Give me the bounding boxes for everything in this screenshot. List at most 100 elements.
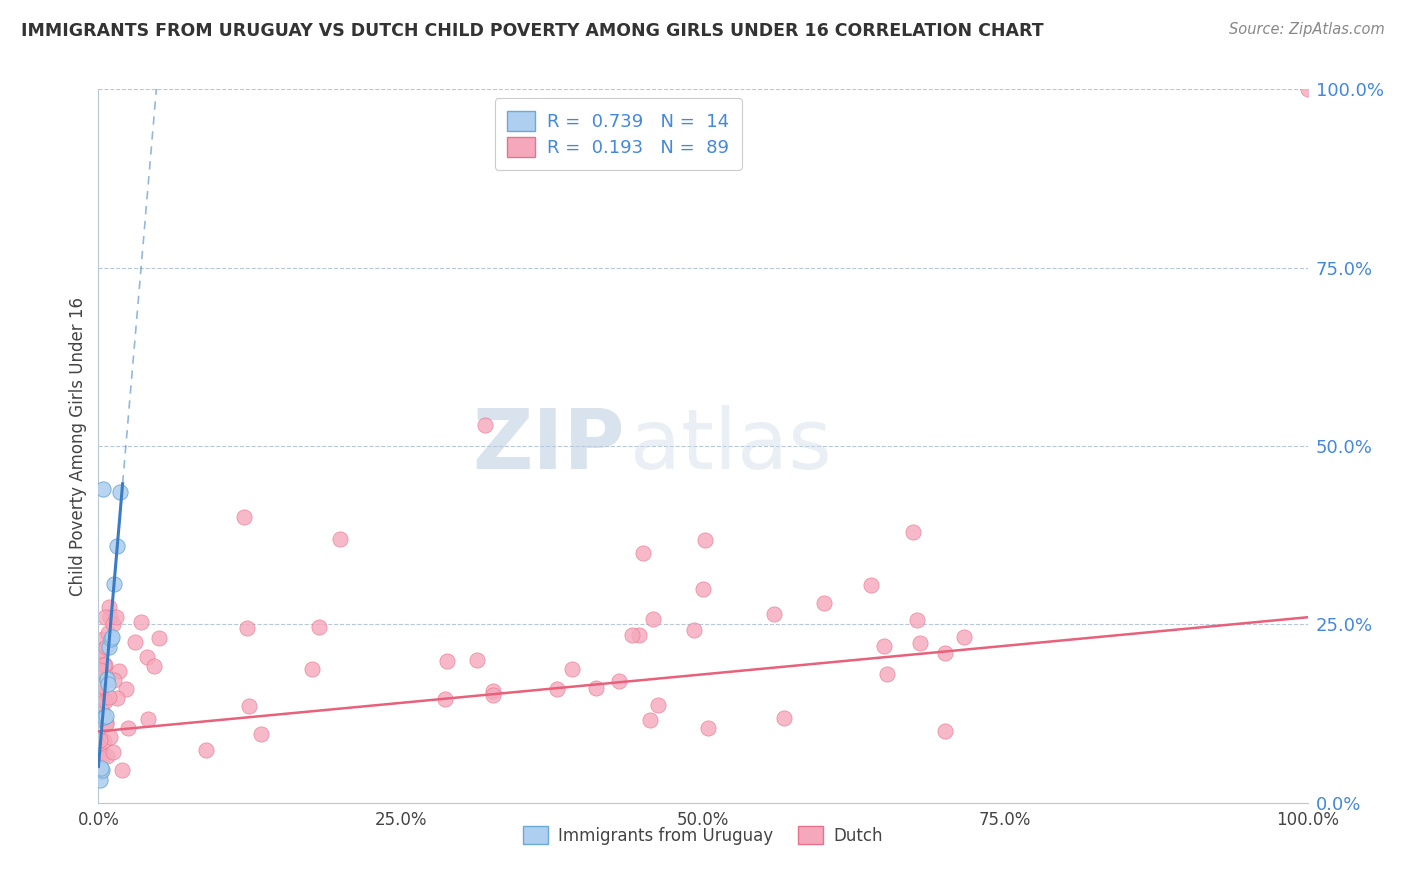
Point xyxy=(546,681,568,696)
Point xyxy=(97,690,120,704)
Point xyxy=(910,636,932,650)
Point xyxy=(482,688,505,702)
Point xyxy=(143,658,166,673)
Point xyxy=(481,684,503,698)
Point xyxy=(89,762,111,776)
Point xyxy=(94,716,117,731)
Point xyxy=(100,630,122,644)
Point xyxy=(474,417,496,432)
Point xyxy=(953,630,976,644)
Point xyxy=(873,639,896,653)
Point xyxy=(94,640,117,654)
Point xyxy=(90,765,112,780)
Point xyxy=(103,673,125,688)
Point xyxy=(94,708,117,723)
Point xyxy=(93,733,115,747)
Point xyxy=(697,721,720,735)
Point xyxy=(194,743,217,757)
Point xyxy=(631,546,654,560)
Point xyxy=(136,712,159,726)
Point xyxy=(1296,82,1319,96)
Text: ZIP: ZIP xyxy=(472,406,624,486)
Point xyxy=(434,692,457,706)
Point xyxy=(250,727,273,741)
Point xyxy=(96,715,118,730)
Point xyxy=(89,642,111,657)
Point xyxy=(94,670,117,684)
Point xyxy=(91,632,114,646)
Point xyxy=(98,610,121,624)
Point xyxy=(628,628,651,642)
Point xyxy=(103,746,125,760)
Point xyxy=(905,613,928,627)
Point xyxy=(89,730,111,744)
Text: Source: ZipAtlas.com: Source: ZipAtlas.com xyxy=(1229,22,1385,37)
Point xyxy=(465,653,488,667)
Point xyxy=(108,664,131,678)
Point xyxy=(91,690,114,705)
Point xyxy=(235,621,257,635)
Point xyxy=(638,713,661,727)
Point xyxy=(90,761,112,775)
Point xyxy=(97,626,120,640)
Point xyxy=(89,732,111,747)
Point xyxy=(98,640,121,655)
Point xyxy=(100,632,122,646)
Point xyxy=(105,539,128,553)
Point xyxy=(763,607,786,622)
Point xyxy=(111,763,134,777)
Point xyxy=(436,654,458,668)
Text: atlas: atlas xyxy=(630,406,832,486)
Point xyxy=(903,524,925,539)
Point xyxy=(94,609,117,624)
Point xyxy=(89,679,111,693)
Point xyxy=(98,600,121,615)
Point xyxy=(692,582,714,596)
Point xyxy=(301,662,323,676)
Point xyxy=(94,657,117,672)
Point xyxy=(101,617,124,632)
Point xyxy=(135,650,157,665)
Point xyxy=(647,698,669,713)
Point xyxy=(103,577,125,591)
Point xyxy=(114,681,136,696)
Point xyxy=(89,772,111,787)
Point xyxy=(96,672,118,686)
Point xyxy=(934,724,956,739)
Point xyxy=(124,635,146,649)
Point xyxy=(238,698,260,713)
Point xyxy=(89,650,111,665)
Point xyxy=(93,711,115,725)
Text: IMMIGRANTS FROM URUGUAY VS DUTCH CHILD POVERTY AMONG GIRLS UNDER 16 CORRELATION : IMMIGRANTS FROM URUGUAY VS DUTCH CHILD P… xyxy=(21,22,1043,40)
Point xyxy=(232,510,254,524)
Point xyxy=(683,623,706,637)
Point xyxy=(129,615,152,630)
Point xyxy=(693,533,716,548)
Point xyxy=(89,689,111,703)
Point xyxy=(641,611,664,625)
Point xyxy=(97,677,120,691)
Point xyxy=(96,748,118,763)
Point xyxy=(620,627,643,641)
Point xyxy=(934,646,956,660)
Legend: Immigrants from Uruguay, Dutch: Immigrants from Uruguay, Dutch xyxy=(516,820,890,852)
Point xyxy=(90,704,112,718)
Point xyxy=(104,609,127,624)
Point xyxy=(90,750,112,764)
Point xyxy=(876,667,898,681)
Point xyxy=(561,662,583,676)
Point xyxy=(308,620,330,634)
Point xyxy=(94,694,117,708)
Point xyxy=(89,663,111,677)
Point xyxy=(98,730,121,744)
Point xyxy=(329,532,352,546)
Point xyxy=(89,711,111,725)
Point xyxy=(117,721,139,735)
Point xyxy=(148,631,170,645)
Point xyxy=(91,482,114,496)
Point xyxy=(105,691,128,706)
Point xyxy=(93,658,115,673)
Point xyxy=(93,710,115,724)
Point xyxy=(585,681,607,696)
Point xyxy=(607,673,630,688)
